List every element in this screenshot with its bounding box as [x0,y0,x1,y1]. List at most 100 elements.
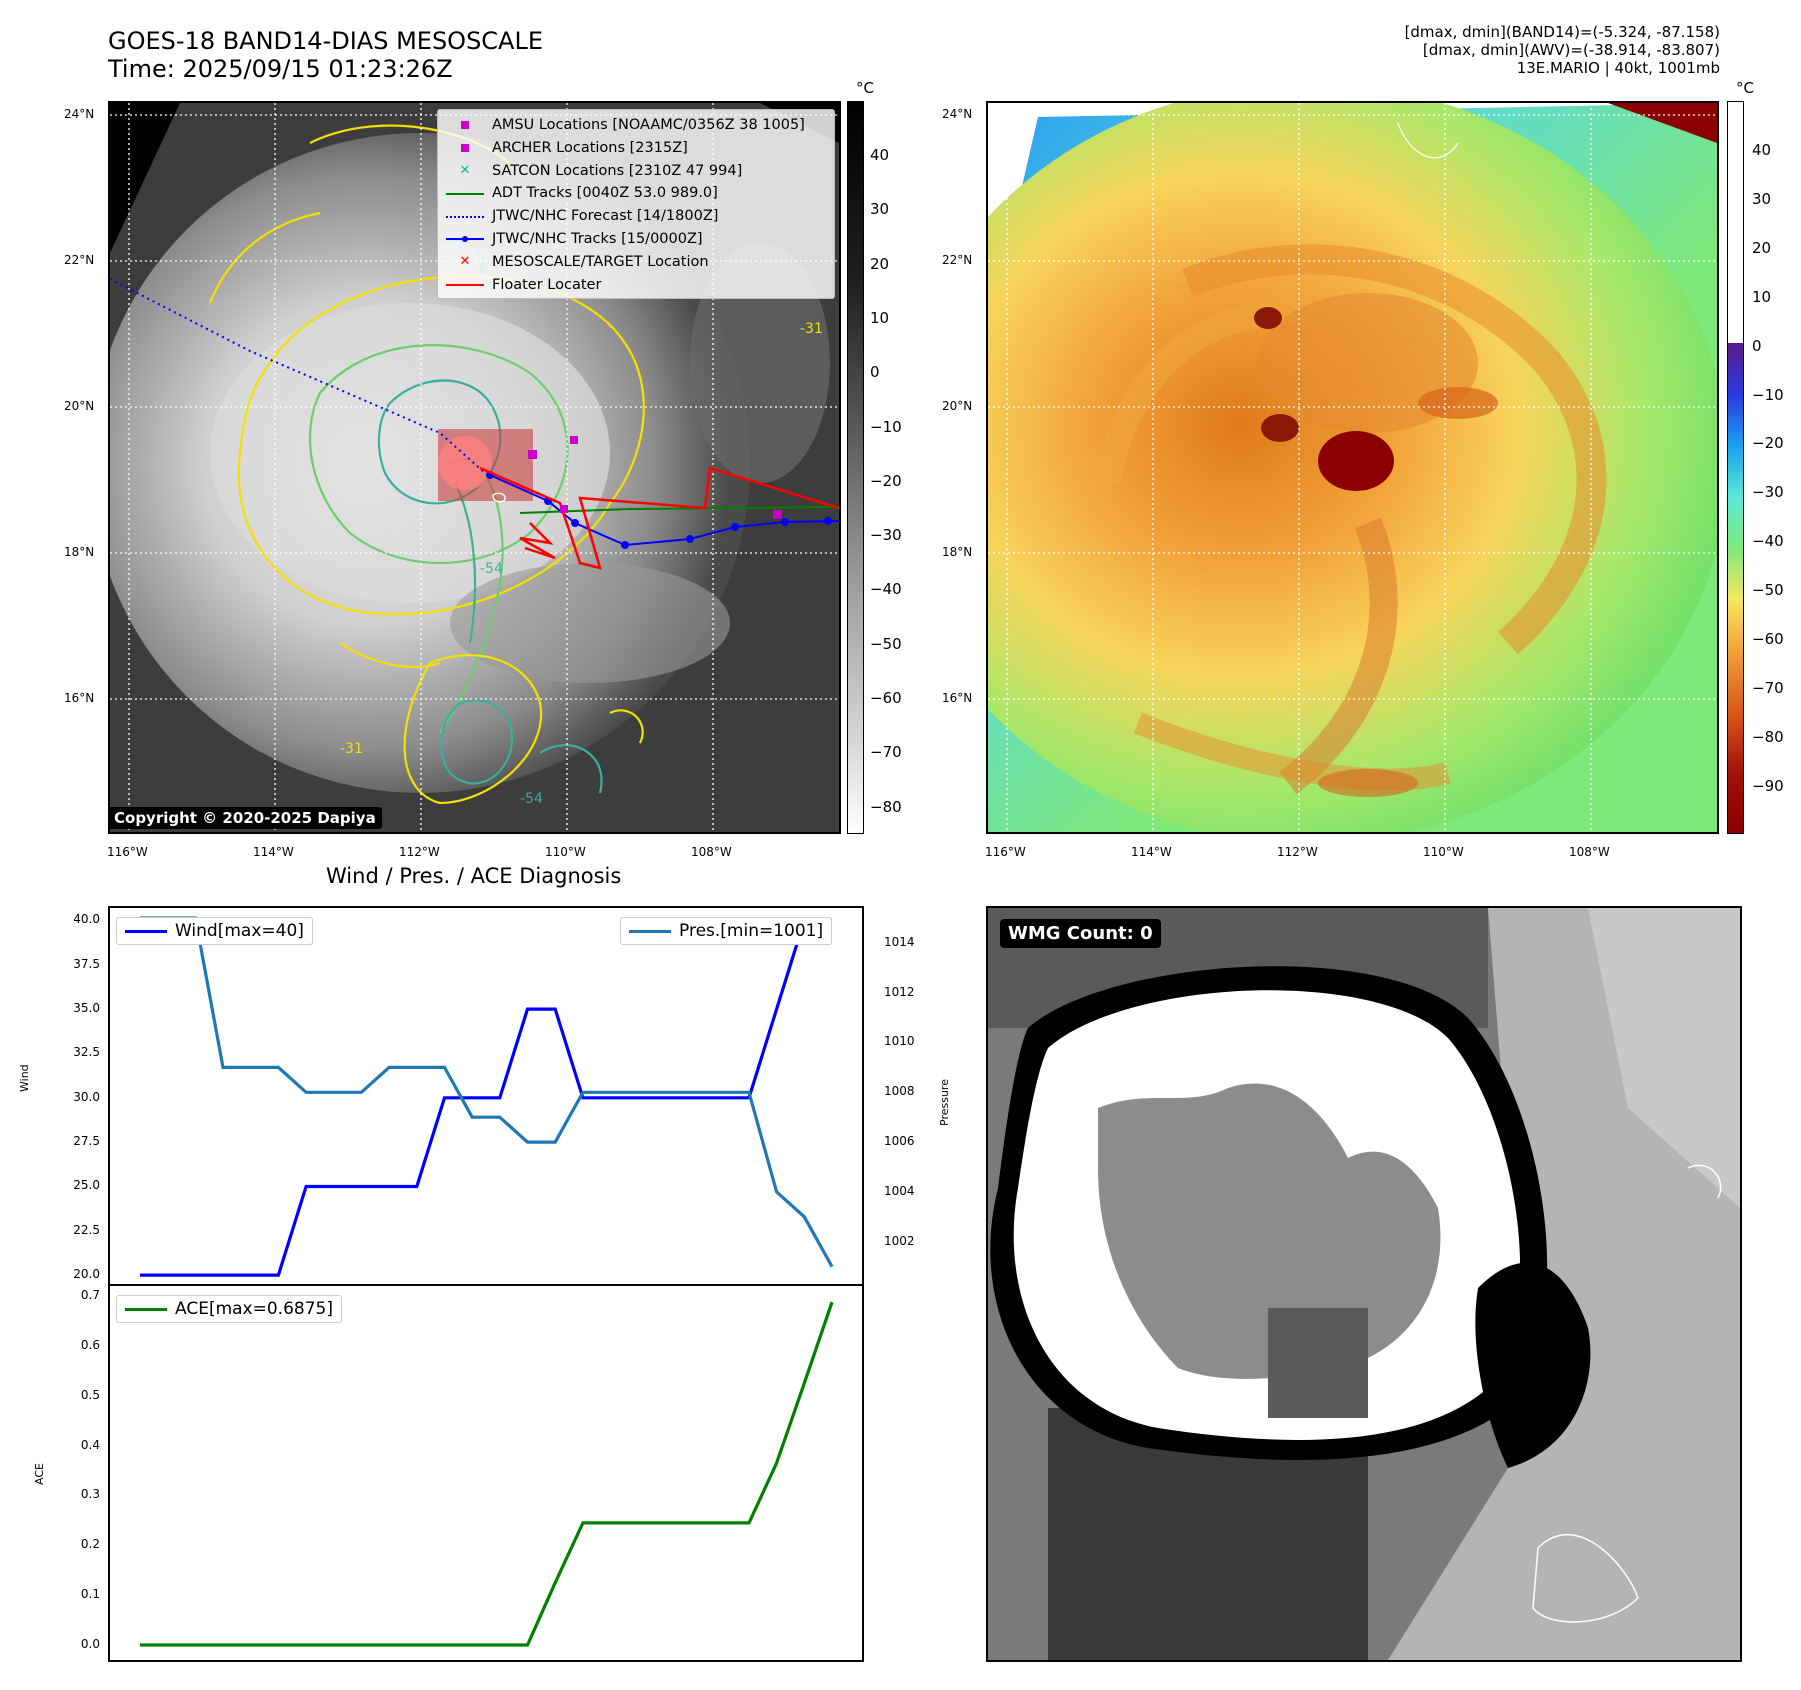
wind-axis-label: Wind [18,1064,31,1092]
colorbar1-tick-label: −30 [870,526,902,545]
colorbar2-tick-label: −10 [1752,385,1784,404]
colorbar2-tick-label: −70 [1752,678,1784,697]
color-ir-map-panel [986,101,1719,834]
map2-lat-label: 16°N [942,691,973,705]
ace-tick-label: 0.7 [80,1287,100,1302]
pressure-series-line [140,916,834,1268]
colorbar1-tick-label: −40 [870,580,902,599]
colorbar2-tick-label: −20 [1752,434,1784,453]
legend-item-forecast: JTWC/NHC Forecast [14/1800Z] [446,205,826,228]
map1-lat-label: 18°N [64,545,95,559]
wind-pressure-plot [140,916,834,1277]
legend-line-icon [629,929,671,933]
contour-label: -31 [800,321,823,337]
wind-tick-label: 30.0 [73,1089,100,1104]
colorbar2-tick-label: −60 [1752,630,1784,648]
pressure-tick-label: 1012 [884,984,915,999]
ace-tick-label: 0.1 [80,1587,100,1602]
ace-tick-label: 0.3 [80,1487,100,1502]
figure-title-line2: Time: 2025/09/15 01:23:26Z [108,55,453,83]
colorbar2-tick-label: −50 [1752,581,1784,600]
pressure-axis-label: Pressure [938,1079,951,1126]
colorbar2-tick-label: 30 [1752,189,1772,208]
wind-tick-label: 40.0 [73,912,100,927]
wind-tick-label: 25.0 [73,1178,100,1193]
wind-tick-label: 35.0 [73,1001,100,1016]
colorbar2-tick-label: 10 [1752,287,1772,306]
ace-axis-label: ACE [33,1463,46,1485]
legend-item-tracks: JTWC/NHC Tracks [15/0000Z] [446,228,826,251]
legend-item-floater: Floater Locater [446,274,826,297]
legend-item-mesoscale: ✕ MESOSCALE/TARGET Location [446,251,826,274]
ace-tick-label: 0.0 [80,1637,100,1652]
map-legend: AMSU Locations [NOAAMC/0356Z 38 1005] AR… [437,109,835,299]
map2-lon-label: 112°W [1277,845,1318,859]
line-icon [446,279,484,291]
map2-lat-label: 20°N [942,399,973,413]
square-marker-icon [446,142,484,154]
colorbar1-tick-label: −80 [870,797,902,816]
colorbar1-tick-label: −70 [870,743,902,762]
legend-item-archer: ARCHER Locations [2315Z] [446,137,826,160]
map1-lon-label: 116°W [107,845,148,859]
colorbar2-unit: °C [1736,79,1754,97]
x-marker-icon: ✕ [459,254,471,270]
info-line-awv: [dmax, dmin](AWV)=(-38.914, -83.807) [1422,41,1720,59]
wind-tick-label: 27.5 [73,1134,100,1149]
line-dot-icon [446,233,484,245]
x-marker-icon: ✕ [459,162,471,178]
wind-pressure-chart [108,906,864,1285]
info-line-band14: [dmax, dmin](BAND14)=(-5.324, -87.158) [1404,23,1720,41]
wmg-count-badge: WMG Count: 0 [1000,919,1161,948]
legend-item-adt: ADT Tracks [0040Z 53.0 989.0] [446,182,826,205]
map2-lat-label: 24°N [942,107,973,121]
colorbar1-unit: °C [856,79,874,97]
contour-label: -54 [520,791,543,807]
pressure-tick-label: 1004 [884,1183,915,1198]
ace-tick-label: 0.2 [80,1537,100,1552]
colorbar1-tick-label: 20 [870,254,890,273]
colorbar2-tick-label: 20 [1752,238,1772,257]
wind-series-line [140,918,832,1277]
map2-lat-label: 18°N [942,545,973,559]
info-block: [dmax, dmin](BAND14)=(-5.324, -87.158) [… [1405,23,1720,77]
ace-series-line [140,1301,834,1647]
pressure-tick-label: 1002 [884,1233,915,1248]
legend-item-satcon: ✕ SATCON Locations [2310Z 47 994] [446,160,826,183]
ir-map-image: -31 -54 -54 -31 [110,103,839,832]
colorbar1-tick-label: −50 [870,634,902,653]
map1-lon-label: 110°W [545,845,586,859]
map2-lon-label: 114°W [1131,845,1172,859]
ace-legend: ACE[max=0.6875] [116,1295,342,1323]
contour-label: -54 [480,561,503,577]
line-icon [446,188,484,200]
ace-tick-label: 0.4 [80,1437,100,1452]
map2-lat-label: 22°N [942,253,973,267]
wmg-panel [986,906,1742,1662]
ace-chart [108,1284,864,1662]
ace-tick-label: 0.6 [80,1337,100,1352]
pressure-tick-label: 1014 [884,934,915,949]
map1-lat-label: 22°N [64,253,95,267]
map1-lon-label: 114°W [253,845,294,859]
info-line-storm: 13E.MARIO | 40kt, 1001mb [1516,59,1720,77]
map1-lat-label: 20°N [64,399,95,413]
figure-title-line1: GOES-18 BAND14-DIAS MESOSCALE [108,27,544,55]
legend-item-amsu: AMSU Locations [NOAAMC/0356Z 38 1005] [446,114,826,137]
colorbar2-tick-label: 40 [1752,141,1772,159]
colorbar1-tick-label: 30 [870,200,890,219]
dotted-line-icon [446,211,484,223]
ace-plot [140,1301,834,1647]
diagnosis-title: Wind / Pres. / ACE Diagnosis [326,864,622,888]
wind-tick-label: 32.5 [73,1045,100,1060]
colorbar2-tick-label: −40 [1752,532,1784,551]
wind-legend: Wind[max=40] [116,917,313,945]
ace-tick-label: 0.5 [80,1387,100,1402]
map1-lon-label: 112°W [399,845,440,859]
square-marker-icon [446,119,484,131]
colorbar2-tick-label: −30 [1752,483,1784,502]
wind-tick-label: 37.5 [73,956,100,971]
colorbar1-tick-label: −20 [870,471,902,490]
copyright-badge: Copyright © 2020-2025 Dapiya [108,807,382,829]
ir-map-panel: -31 -54 -54 -31 [108,101,841,834]
